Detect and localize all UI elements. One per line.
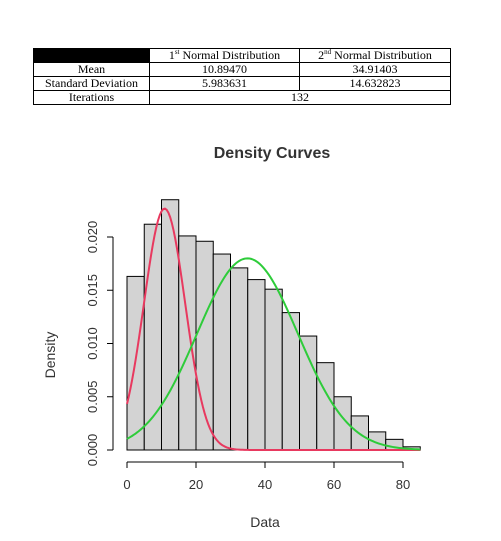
- table-row: Mean 10.89470 34.91403: [33, 62, 451, 77]
- table-row: Iterations 132: [33, 90, 451, 105]
- row-label: Iterations: [33, 90, 150, 105]
- x-tick-label: 80: [396, 477, 410, 492]
- table-header-cell: 2nd Normal Distribution: [299, 48, 451, 63]
- header-text: Normal Distribution: [179, 48, 281, 62]
- header-ordinal: 1: [168, 48, 175, 62]
- header-ordinal: 2: [318, 48, 325, 62]
- y-tick-label: 0.010: [85, 327, 100, 360]
- header-ordinal-suffix: nd: [324, 48, 332, 56]
- density-curves: [126, 207, 421, 451]
- x-axis-label: Data: [250, 514, 280, 530]
- histogram-bar: [247, 279, 266, 451]
- y-tick-label: 0.020: [85, 221, 100, 254]
- histogram-bar: [195, 240, 214, 451]
- summary-table: 1st Normal Distribution 2nd Normal Distr…: [33, 48, 451, 105]
- x-tick-label: 60: [327, 477, 341, 492]
- table-corner-cell: [33, 48, 150, 63]
- x-tick-label: 20: [189, 477, 203, 492]
- y-axis: 0.000 0.005 0.010 0.015 0.020: [85, 221, 114, 467]
- table-cell: 10.89470: [149, 62, 300, 77]
- second-density-curve: [126, 257, 421, 451]
- first-density-curve: [126, 207, 421, 451]
- histogram-bar: [161, 199, 180, 451]
- x-tick-label: 40: [258, 477, 272, 492]
- x-tick-label: 0: [123, 477, 130, 492]
- header-text: Normal Distribution: [331, 48, 432, 62]
- x-axis: 0 20 40 60 80: [123, 461, 410, 492]
- histogram-bar: [230, 267, 249, 451]
- header-ordinal-suffix: st: [174, 48, 180, 56]
- iterations-cell: 132: [149, 90, 451, 105]
- y-tick-label: 0.005: [85, 380, 100, 413]
- histogram-bar: [264, 288, 283, 451]
- histogram-bar: [299, 335, 318, 451]
- y-axis-label: Density: [42, 332, 58, 379]
- y-tick-label: 0.015: [85, 274, 100, 307]
- chart-title: Density Curves: [214, 145, 331, 162]
- histogram-bars: [126, 199, 421, 451]
- histogram-bar: [316, 362, 335, 451]
- y-tick-label: 0.000: [85, 434, 100, 467]
